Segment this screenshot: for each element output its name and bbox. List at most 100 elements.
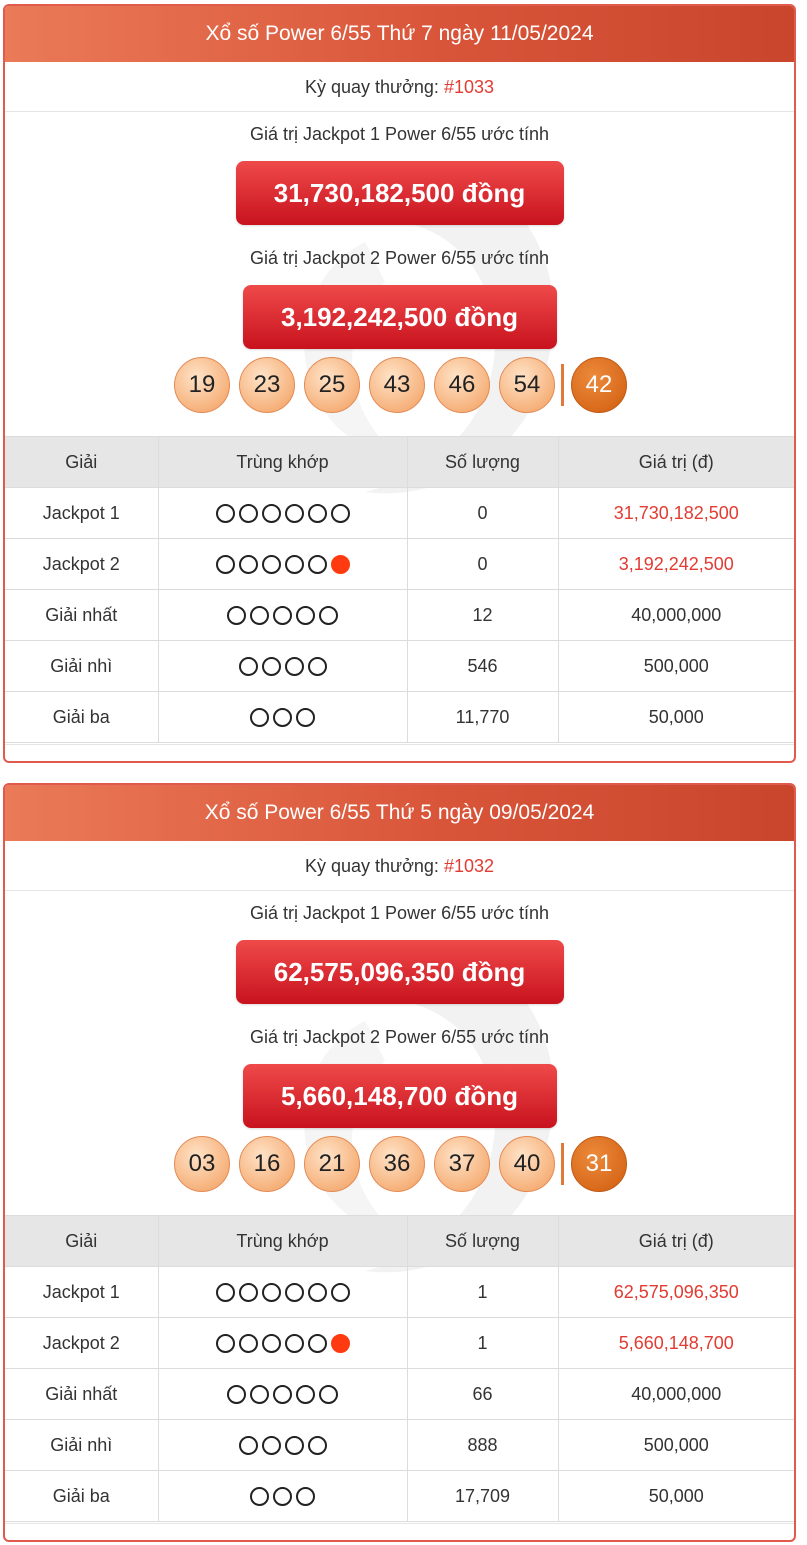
prize-name-cell: Giải nhất	[5, 1368, 159, 1420]
match-circle-icon	[250, 1385, 269, 1405]
jackpot1-label: Giá trị Jackpot 1 Power 6/55 ước tính	[250, 124, 549, 144]
match-circle-icon	[238, 1436, 258, 1456]
jackpot-area: Giá trị Jackpot 1 Power 6/55 ước tính 62…	[5, 891, 794, 1273]
prize-value-cell: 50,000	[557, 1470, 794, 1522]
match-pattern-cell	[157, 1266, 408, 1318]
table-header-row: Giải Trùng khớp Số lượng Giá trị (đ)	[5, 1215, 794, 1267]
match-circle-icon	[273, 1487, 292, 1507]
result-ball: 03	[174, 1136, 230, 1192]
result-ball: 23	[239, 357, 295, 413]
match-circle-icon	[307, 555, 327, 575]
divider	[5, 1523, 794, 1524]
result-ball: 25	[304, 357, 360, 413]
table-row: Giải nhất 66 40,000,000	[5, 1368, 794, 1420]
jackpot1-value: 62,575,096,350 đồng	[235, 940, 564, 1004]
result-balls: 03 16 21 36 37 40 31	[5, 1136, 794, 1192]
result-ball: 37	[434, 1136, 490, 1192]
result-ball: 40	[499, 1136, 555, 1192]
draw-number-row: Kỳ quay thưởng: #1033	[5, 62, 794, 112]
match-circle-icon	[284, 1436, 304, 1456]
result-ball: 46	[434, 357, 490, 413]
prize-name-cell: Jackpot 2	[5, 538, 159, 590]
match-pattern-cell	[157, 1368, 408, 1420]
match-circle-icon	[307, 1283, 327, 1303]
match-circle-icon	[215, 1334, 235, 1354]
prize-name-cell: Jackpot 2	[5, 1317, 159, 1369]
match-circle-icon	[261, 1436, 281, 1456]
result-ball: 16	[239, 1136, 295, 1192]
match-circle-icon	[261, 657, 281, 677]
match-circle-icon	[261, 504, 281, 524]
match-circle-icon	[296, 606, 315, 626]
winner-count-cell: 888	[406, 1419, 559, 1471]
match-pattern-cell	[157, 589, 408, 641]
table-header-row: Giải Trùng khớp Số lượng Giá trị (đ)	[5, 436, 794, 488]
match-circle-icon	[296, 708, 315, 728]
prize-value-cell: 50,000	[557, 691, 794, 743]
winner-count-cell: 11,770	[406, 691, 559, 743]
match-pattern-cell	[157, 691, 408, 743]
result-ball: 43	[369, 357, 425, 413]
jackpot-area: Giá trị Jackpot 1 Power 6/55 ước tính 31…	[5, 112, 794, 494]
prize-name-cell: Giải nhì	[5, 1419, 159, 1471]
table-row: Jackpot 2 0 3,192,242,500	[5, 538, 794, 590]
table-row: Giải ba 11,770 50,000	[5, 691, 794, 743]
table-row: Giải nhì 888 500,000	[5, 1419, 794, 1471]
match-circle-icon	[261, 1283, 281, 1303]
jackpot2-label: Giá trị Jackpot 2 Power 6/55 ước tính	[250, 248, 549, 268]
match-pattern-cell	[157, 538, 408, 590]
draw-number-link[interactable]: #1033	[443, 77, 494, 97]
col-header-count: Số lượng	[406, 436, 559, 488]
draw-title[interactable]: Xổ số Power 6/55 Thứ 5 ngày 09/05/2024	[5, 785, 794, 841]
match-circle-icon	[307, 504, 327, 524]
col-header-match: Trùng khớp	[157, 1215, 408, 1267]
match-circle-icon	[273, 708, 292, 728]
prize-table: Giải Trùng khớp Số lượng Giá trị (đ) Jac…	[5, 1215, 794, 1522]
prize-name-cell: Giải nhất	[5, 589, 159, 641]
match-circle-icon	[319, 1385, 338, 1405]
match-pattern-cell	[157, 1419, 408, 1471]
jackpot2-label: Giá trị Jackpot 2 Power 6/55 ước tính	[250, 1027, 549, 1047]
match-circle-icon	[307, 657, 327, 677]
prize-value-cell: 31,730,182,500	[557, 487, 794, 539]
match-circle-icon	[284, 657, 304, 677]
winner-count-cell: 17,709	[406, 1470, 559, 1522]
match-circle-icon	[227, 1385, 246, 1405]
match-circle-icon	[284, 1334, 304, 1354]
match-circle-icon	[227, 606, 246, 626]
draw-number-link[interactable]: #1032	[443, 856, 494, 876]
match-circle-icon	[238, 657, 258, 677]
jackpot1-label: Giá trị Jackpot 1 Power 6/55 ước tính	[250, 903, 549, 923]
winner-count-cell: 0	[406, 538, 559, 590]
prize-value-cell: 500,000	[557, 1419, 794, 1471]
match-circle-icon	[261, 1334, 281, 1354]
col-header-value: Giá trị (đ)	[557, 1215, 794, 1267]
match-circle-icon	[261, 555, 281, 575]
match-circle-icon	[319, 606, 338, 626]
prize-value-cell: 62,575,096,350	[557, 1266, 794, 1318]
power-match-dot-icon	[330, 1334, 350, 1354]
draw-card: Xổ số Power 6/55 Thứ 7 ngày 11/05/2024 K…	[3, 4, 796, 763]
draw-number-row: Kỳ quay thưởng: #1032	[5, 841, 794, 891]
match-circle-icon	[238, 555, 258, 575]
match-circle-icon	[250, 708, 269, 728]
result-ball: 54	[499, 357, 555, 413]
winner-count-cell: 1	[406, 1317, 559, 1369]
draw-title[interactable]: Xổ số Power 6/55 Thứ 7 ngày 11/05/2024	[5, 6, 794, 62]
table-row: Giải ba 17,709 50,000	[5, 1470, 794, 1522]
prize-table-body: Jackpot 1 0 31,730,182,500 Jackpot 2 0 3,192,…	[5, 487, 794, 743]
result-balls: 19 23 25 43 46 54 42	[5, 357, 794, 413]
winner-count-cell: 12	[406, 589, 559, 641]
power-ball: 31	[571, 1136, 627, 1192]
jackpot2-value: 5,660,148,700 đồng	[242, 1064, 557, 1128]
power-match-dot-icon	[330, 555, 350, 575]
match-circle-icon	[273, 1385, 292, 1405]
jackpot1-value: 31,730,182,500 đồng	[235, 161, 564, 225]
match-circle-icon	[215, 1283, 235, 1303]
result-ball: 19	[174, 357, 230, 413]
winner-count-cell: 546	[406, 640, 559, 692]
match-circle-icon	[284, 504, 304, 524]
match-circle-icon	[307, 1436, 327, 1456]
result-ball: 36	[369, 1136, 425, 1192]
